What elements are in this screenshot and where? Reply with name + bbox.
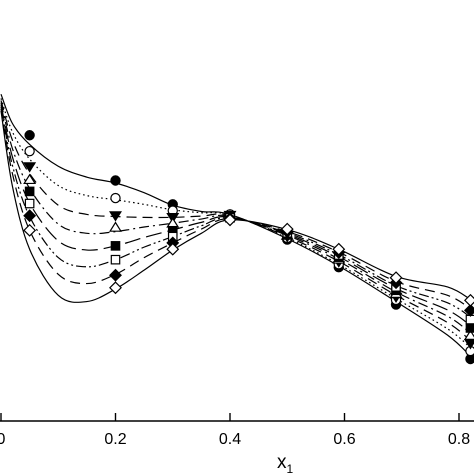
- x-tick-label-3: 0.4: [219, 431, 241, 448]
- series-4-point-8: [463, 329, 474, 340]
- x-axis-title: x1: [277, 452, 294, 474]
- series-2-fit-line: [0, 98, 471, 349]
- series-8-point-4: [223, 213, 237, 227]
- x-tick-label-2: 0.2: [104, 431, 126, 448]
- series-8-point-1: [23, 223, 37, 237]
- series-8-point-3: [166, 242, 180, 256]
- series-1-point-1: [24, 130, 35, 141]
- series-6-point-1: [24, 198, 35, 209]
- series-3-point-2: [109, 211, 122, 222]
- series-7-point-1: [23, 209, 37, 223]
- series-8-point-6: [332, 242, 346, 256]
- series-2-point-2: [110, 192, 121, 204]
- x-tick-label-1: 0: [0, 431, 6, 448]
- series-1-point-2: [110, 175, 121, 186]
- series-8-point-8: [464, 293, 474, 307]
- series-4-point-2: [109, 221, 122, 232]
- series-3-point-1: [23, 162, 37, 173]
- markers-group: [23, 130, 474, 365]
- x-axis-title-subscript: 1: [287, 462, 294, 474]
- series-5-point-8: [465, 323, 474, 333]
- series-5-point-1: [24, 186, 35, 197]
- series-6-point-8: [465, 314, 474, 325]
- series-8-point-5: [280, 222, 294, 236]
- x-ticks-group: 0 0.2 0.4 0.6 0.8: [0, 413, 470, 448]
- series-8-point-7: [389, 271, 403, 285]
- x-tick-label-5: 0.8: [448, 431, 470, 448]
- series-7-point-2: [109, 268, 122, 282]
- series-4-fit-line: [0, 102, 471, 334]
- series-6-point-2: [110, 254, 121, 265]
- x-tick-label-4: 0.6: [333, 431, 355, 448]
- series-5-point-2: [110, 241, 121, 251]
- series-8-point-2: [109, 281, 122, 295]
- x-axis-title-main: x: [277, 452, 287, 473]
- series-6-fit-line: [0, 106, 471, 318]
- series-2-point-1: [24, 145, 35, 157]
- series-4-point-1: [23, 173, 37, 185]
- series-7-point-8: [464, 303, 474, 317]
